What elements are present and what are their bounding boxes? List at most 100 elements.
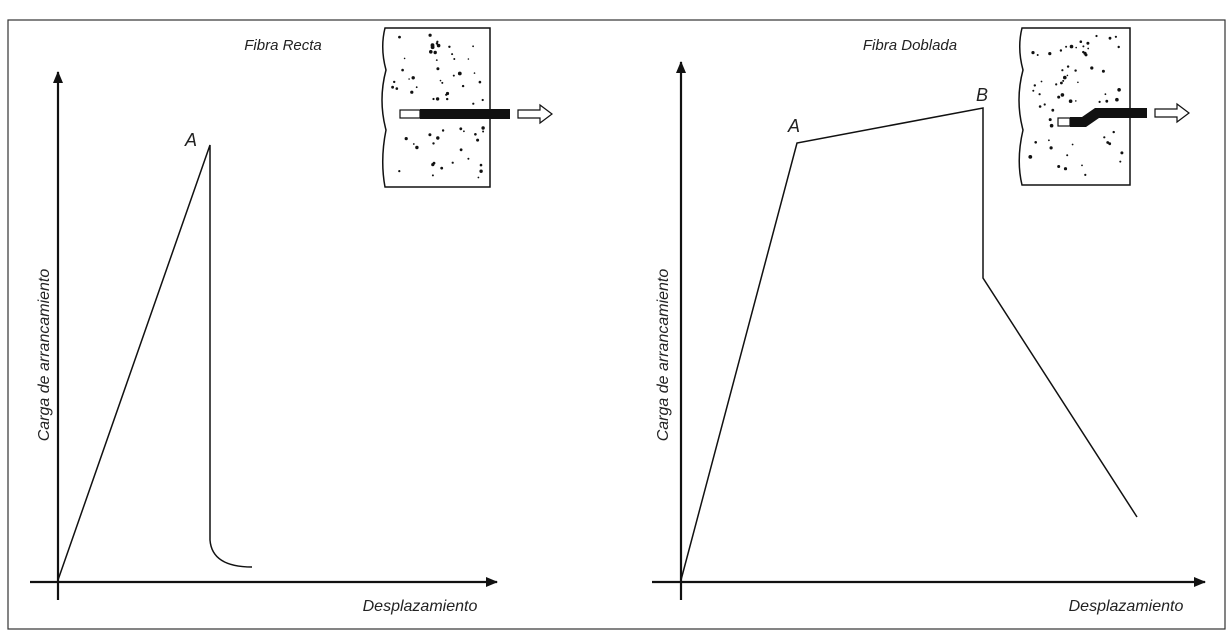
aggregate-dot — [1057, 96, 1060, 99]
aggregate-dot — [476, 139, 479, 142]
aggregate-dot — [1075, 47, 1077, 49]
aggregate-dot — [1115, 98, 1119, 102]
aggregate-dot — [1062, 80, 1064, 82]
aggregate-dot — [405, 137, 408, 140]
aggregate-dot — [1120, 151, 1123, 154]
aggregate-dot — [1039, 105, 1042, 108]
pull-arrow — [518, 105, 552, 123]
aggregate-dot — [1028, 155, 1032, 159]
aggregate-dot — [474, 72, 476, 74]
aggregate-dot — [472, 103, 474, 105]
aggregate-dot — [1105, 93, 1107, 95]
aggregate-dot — [468, 58, 470, 60]
aggregate-dot — [431, 43, 435, 47]
aggregate-dot — [1103, 136, 1105, 138]
panel-right: Fibra Doblada A B Carga de arrancamiento… — [652, 28, 1205, 615]
aggregate-dot — [1105, 100, 1108, 103]
aggregate-dot — [442, 129, 444, 131]
aggregate-dot — [472, 45, 474, 47]
aggregate-dot — [441, 82, 443, 84]
aggregate-dot — [436, 59, 438, 61]
aggregate-dot — [1085, 53, 1088, 56]
aggregate-dot — [396, 87, 399, 90]
aggregate-dot — [404, 58, 406, 60]
aggregate-dot — [401, 69, 404, 72]
aggregate-dot — [429, 50, 433, 54]
y-axis-label: Carga de arrancamiento — [36, 269, 53, 442]
aggregate-dot — [1065, 46, 1067, 48]
aggregate-dot — [1064, 167, 1067, 170]
aggregate-dot — [1082, 51, 1084, 53]
aggregate-dot — [480, 164, 483, 167]
aggregate-dot — [482, 131, 484, 133]
diagram: Fibra Recta A Carga de arrancamiento Des… — [0, 0, 1232, 635]
aggregate-dot — [1081, 165, 1083, 167]
x-axis-label: Desplazamiento — [1069, 598, 1184, 615]
aggregate-dot — [1087, 48, 1089, 50]
fiber-end — [1058, 118, 1070, 126]
aggregate-dot — [1067, 75, 1069, 77]
aggregate-dot — [458, 72, 462, 76]
aggregate-dot — [1055, 83, 1057, 85]
aggregate-dot — [434, 51, 437, 54]
aggregate-dot — [415, 146, 418, 149]
aggregate-dot — [1099, 101, 1101, 103]
aggregate-dot — [391, 86, 394, 89]
aggregate-dot — [453, 58, 455, 60]
panel-left: Fibra Recta A Carga de arrancamiento Des… — [30, 28, 552, 615]
aggregate-dot — [1113, 131, 1115, 133]
aggregate-dot — [1109, 37, 1112, 40]
fiber — [420, 109, 510, 119]
pull-arrow — [1155, 104, 1189, 122]
aggregate-dot — [440, 80, 442, 82]
aggregate-dot — [474, 133, 477, 136]
aggregate-dot — [428, 133, 431, 136]
aggregate-dot — [452, 162, 454, 164]
aggregate-dot — [1037, 54, 1039, 56]
aggregate-dot — [1060, 49, 1062, 51]
aggregate-dot — [1108, 142, 1111, 145]
aggregate-dot — [398, 36, 401, 39]
aggregate-dot — [412, 76, 415, 79]
aggregate-dot — [463, 130, 465, 132]
aggregate-dot — [1084, 174, 1086, 176]
aggregate-dot — [432, 98, 434, 100]
aggregate-dot — [1063, 76, 1067, 80]
aggregate-dot — [1050, 146, 1053, 149]
curve — [58, 145, 252, 580]
panel-title: Fibra Doblada — [863, 37, 957, 54]
point-label: B — [976, 85, 988, 105]
aggregate-dot — [436, 67, 439, 70]
aggregate-dot — [1048, 52, 1051, 55]
aggregate-dot — [478, 177, 480, 179]
aggregate-dot — [1044, 103, 1046, 105]
aggregate-dot — [1082, 45, 1084, 47]
aggregate-dot — [467, 158, 469, 160]
aggregate-dot — [436, 97, 439, 100]
point-label: A — [184, 130, 197, 150]
y-axis-label: Carga de arrancamiento — [655, 269, 672, 442]
aggregate-dot — [413, 143, 415, 145]
aggregate-dot — [1060, 82, 1063, 85]
point-label: A — [787, 116, 800, 136]
aggregate-dot — [1070, 45, 1074, 49]
aggregate-dot — [1032, 90, 1034, 92]
aggregate-dot — [1061, 69, 1063, 71]
aggregate-dot — [1051, 109, 1054, 112]
aggregate-dot — [431, 163, 434, 166]
aggregate-dot — [1069, 99, 1073, 103]
aggregate-dot — [479, 81, 482, 84]
aggregate-dot — [1080, 40, 1083, 43]
aggregate-dot — [436, 136, 439, 139]
x-axis-label: Desplazamiento — [363, 598, 478, 615]
aggregate-dot — [1118, 46, 1120, 48]
aggregate-dot — [1049, 118, 1052, 121]
aggregate-dot — [429, 34, 432, 37]
aggregate-dot — [1090, 66, 1093, 69]
aggregate-dot — [1074, 69, 1076, 71]
aggregate-dot — [460, 148, 463, 151]
aggregate-dot — [432, 174, 434, 176]
aggregate-dot — [1050, 124, 1054, 128]
aggregate-dot — [1119, 161, 1121, 163]
aggregate-dot — [1031, 51, 1034, 54]
